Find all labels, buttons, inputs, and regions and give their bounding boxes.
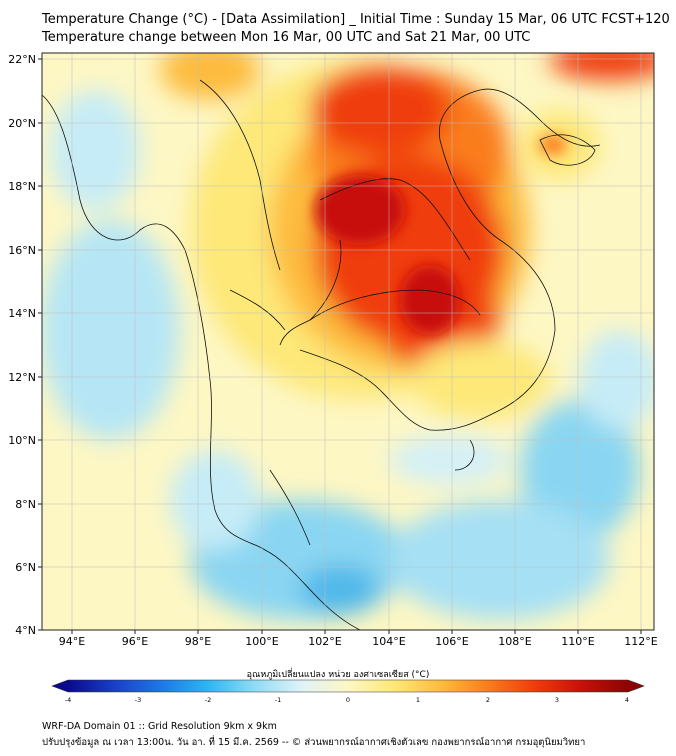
footer-model-info: WRF-DA Domain 01 :: Grid Resolution 9km … [42,721,277,732]
colorbar-tick-label: -1 [275,696,281,704]
lat-tick-label: 20°N [8,117,36,130]
lat-tick-label: 22°N [8,53,36,66]
lat-tick-label: 10°N [8,434,36,447]
colorbar-tick-label: -3 [135,696,141,704]
coastline-outlines [42,79,601,630]
colorbar-min-arrow [52,680,68,692]
colorbar-outline [51,679,645,693]
colorbar-tick-label: 0 [346,696,350,704]
temperature-field [42,53,654,630]
colorbar-tick-labels: -4 -3 -2 -1 0 1 2 3 4 [65,696,629,704]
map-title: Temperature Change (°C) - [Data Assimila… [42,12,670,27]
lon-tick-label: 108°E [498,635,531,648]
lon-tick-label: 106°E [435,635,468,648]
lat-tick-label: 6°N [15,561,36,574]
colorbar-tick-label: -2 [205,696,211,704]
lon-tick-label: 96°E [122,635,148,648]
colorbar-gradient [68,680,628,692]
colorbar [51,679,645,693]
lat-tick-label: 14°N [8,307,36,320]
graticule [42,53,654,630]
colorbar-tick-label: 1 [416,696,420,704]
longitude-labels: 94°E 96°E 98°E 100°E 102°E 104°E 106°E 1… [59,635,658,648]
lat-tick-label: 12°N [8,371,36,384]
lon-tick-label: 110°E [561,635,594,648]
colorbar-max-arrow [628,680,644,692]
lat-tick-label: 18°N [8,180,36,193]
lon-tick-label: 104°E [372,635,405,648]
latitude-labels: 22°N 20°N 18°N 16°N 14°N 12°N 10°N 8°N 6… [8,53,36,637]
colorbar-tick-label: 4 [625,696,629,704]
lat-tick-label: 4°N [15,624,36,637]
colorbar-tick-label: 3 [555,696,559,704]
map-subtitle: Temperature change between Mon 16 Mar, 0… [42,30,531,45]
colorbar-tick-label: -4 [65,696,71,704]
tick-marks [38,58,642,634]
lat-tick-label: 16°N [8,244,36,257]
colorbar-label: อุณหภูมิเปลี่ยนแปลง หน่วย องศาเซลเซียส (… [246,670,430,680]
lon-tick-label: 102°E [308,635,341,648]
lon-tick-label: 112°E [624,635,657,648]
footer-credit: ปรับปรุงข้อมูล ณ เวลา 13:00น. วัน อา. ที… [42,737,586,748]
colorbar-tick-label: 2 [486,696,490,704]
map-frame [41,52,655,631]
lon-tick-label: 98°E [185,635,211,648]
lon-tick-label: 94°E [59,635,85,648]
lon-tick-label: 100°E [245,635,278,648]
lat-tick-label: 8°N [15,498,36,511]
